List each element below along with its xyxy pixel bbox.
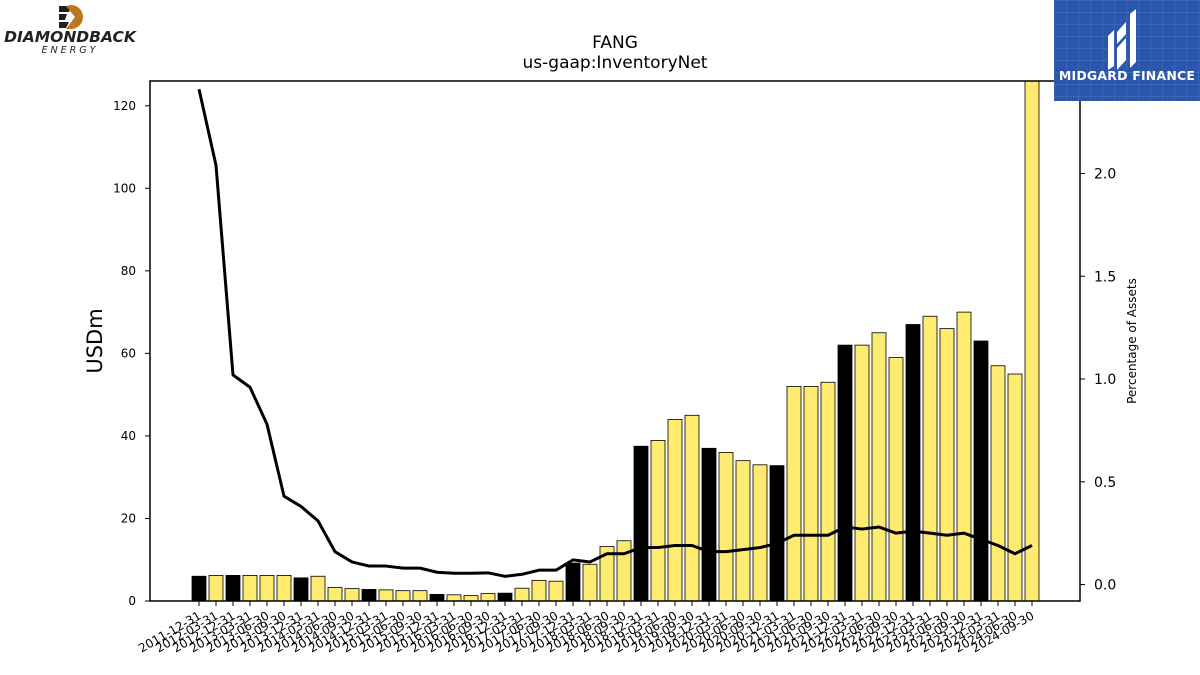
bar xyxy=(633,445,649,602)
bar xyxy=(684,414,700,602)
bar xyxy=(582,563,598,602)
bar xyxy=(701,447,717,602)
bar xyxy=(259,575,275,602)
chart-subtitle: us-gaap:InventoryNet xyxy=(523,53,708,73)
bar xyxy=(939,328,955,602)
bar xyxy=(752,464,768,602)
y2-tick-label: 2.0 xyxy=(1094,166,1116,182)
y-tick-label: 100 xyxy=(113,181,136,195)
bar xyxy=(956,311,972,602)
percentage-line xyxy=(197,88,1033,578)
bar xyxy=(310,575,326,602)
bar xyxy=(820,381,836,602)
bar xyxy=(429,594,445,602)
bar xyxy=(191,575,207,602)
y-tick-label: 40 xyxy=(121,429,136,443)
bar xyxy=(905,324,921,602)
bar xyxy=(514,587,530,602)
bar xyxy=(803,385,819,602)
bar xyxy=(395,590,411,602)
y-tick-label: 20 xyxy=(121,511,136,525)
y-tick-label: 80 xyxy=(121,264,136,278)
bar xyxy=(361,589,377,602)
bar xyxy=(327,586,343,602)
bar xyxy=(973,340,989,602)
bar xyxy=(718,452,734,602)
chart-title: FANG xyxy=(592,33,638,53)
bar xyxy=(463,595,479,602)
bar xyxy=(242,575,258,602)
bar xyxy=(276,575,292,602)
bar xyxy=(565,562,581,602)
bar xyxy=(480,593,496,602)
bar xyxy=(293,577,309,602)
bar xyxy=(922,315,938,602)
bar xyxy=(412,590,428,602)
y-tick-label: 120 xyxy=(113,99,136,113)
bar xyxy=(990,365,1006,602)
midgard-emblem-icon xyxy=(1108,9,1136,70)
bar xyxy=(888,357,904,602)
y2-tick-label: 0.5 xyxy=(1094,475,1116,491)
bar xyxy=(548,580,564,602)
bar xyxy=(837,344,853,602)
bar xyxy=(667,419,683,602)
bar xyxy=(225,575,241,602)
bar xyxy=(531,579,547,602)
bar xyxy=(208,575,224,602)
bar xyxy=(497,592,513,602)
bar xyxy=(1024,80,1040,602)
y2-tick-label: 1.0 xyxy=(1094,372,1116,388)
brand-left-sub: ENERGY xyxy=(42,45,99,56)
bar xyxy=(786,385,802,602)
bar xyxy=(735,460,751,602)
diamondback-emblem-icon xyxy=(59,5,83,29)
y-axis-label: USDm xyxy=(83,308,107,373)
bar xyxy=(1007,373,1023,602)
bar xyxy=(871,332,887,602)
bar xyxy=(650,440,666,602)
y2-tick-label: 0.0 xyxy=(1094,578,1116,594)
bar xyxy=(854,344,870,602)
brand-left-name: DIAMONDBACK xyxy=(4,28,137,46)
bar xyxy=(769,465,785,602)
bar xyxy=(378,589,394,602)
y-tick-label: 60 xyxy=(121,346,136,360)
bar xyxy=(616,540,632,602)
brand-right-name: MIDGARD FINANCE xyxy=(1058,68,1196,83)
bar xyxy=(344,588,360,602)
diamondback-energy-logo: DIAMONDBACK ENERGY xyxy=(0,0,145,60)
bar xyxy=(446,594,462,602)
y2-tick-label: 1.5 xyxy=(1094,269,1116,285)
midgard-finance-logo: MIDGARD FINANCE xyxy=(1054,0,1200,101)
plot-frame xyxy=(149,80,1081,602)
y2-axis-label: Percentage of Assets xyxy=(1125,278,1139,404)
y-tick-label: 0 xyxy=(128,594,136,608)
